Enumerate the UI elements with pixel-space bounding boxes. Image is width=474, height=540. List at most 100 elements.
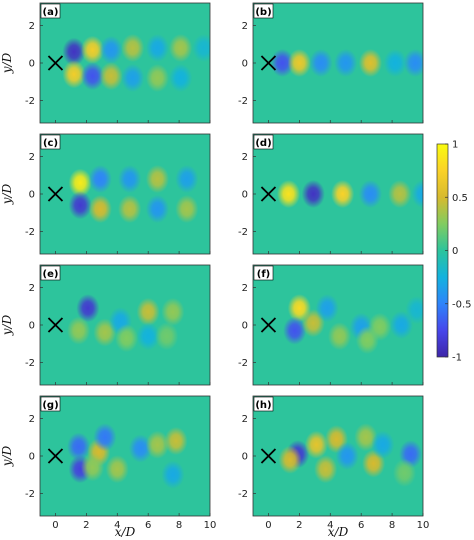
heatmap-blob xyxy=(99,62,123,91)
heatmap-blob xyxy=(88,194,112,224)
heatmap-blob xyxy=(304,430,328,459)
heatmap-blob xyxy=(99,35,123,64)
heatmap-blob xyxy=(327,322,352,351)
x-tick-label: 8 xyxy=(176,520,182,531)
panel-c: (c) -2 0 2 xyxy=(25,133,211,255)
heatmap-blob xyxy=(392,458,417,487)
y-axis-label: y/D xyxy=(0,445,14,467)
panels-group: (a) -2 0 2 (b) -2 0 2 (c) -2 0 2 (d) -2 0 2 (e) -2 0 2 (f) -2… xyxy=(25,2,430,531)
heatmap-blob xyxy=(145,63,170,93)
heatmap-blob xyxy=(121,33,145,63)
x-tick-label: 2 xyxy=(83,520,89,531)
x-tick-label: 0 xyxy=(265,520,271,531)
heatmap-blob xyxy=(175,164,199,194)
x-tick-label: 2 xyxy=(296,520,302,531)
heatmap-blob xyxy=(270,48,294,78)
heatmap-background xyxy=(40,3,210,123)
heatmap-blob xyxy=(403,48,423,78)
panel-label-text: (h) xyxy=(255,400,271,411)
heatmap-blob xyxy=(334,48,358,78)
x-tick-label: 10 xyxy=(417,520,430,531)
y-tick-label: -2 xyxy=(25,227,35,238)
cylinder-marker-icon xyxy=(260,317,277,333)
panel-h: (h) -2 0 2 0 2 4 6 8 10 xyxy=(238,395,430,531)
y-tick-label: 2 xyxy=(242,152,248,163)
panel-label-text: (b) xyxy=(255,7,271,18)
heatmap-blob xyxy=(192,33,210,63)
heatmap-field xyxy=(253,265,423,385)
heatmap-blob xyxy=(80,35,105,64)
cylinder-marker-icon xyxy=(260,55,277,71)
panel-d: (d) -2 0 2 xyxy=(238,133,424,255)
heatmap-blob xyxy=(278,445,302,474)
y-tick-label: 0 xyxy=(29,321,35,332)
heatmap-blob xyxy=(118,164,142,194)
panel-f: (f) -2 0 2 xyxy=(238,264,424,386)
heatmap-blob xyxy=(67,316,91,345)
y-tick-label: -2 xyxy=(238,96,248,107)
panel-label: (h) xyxy=(253,396,274,412)
y-tick-label: 0 xyxy=(29,190,35,201)
cylinder-marker-icon xyxy=(260,448,277,464)
y-tick-label: 0 xyxy=(242,59,248,70)
heatmap-blob xyxy=(145,33,170,63)
colorbar-tick-label: 0 xyxy=(452,246,458,257)
panel-a: (a) -2 0 2 xyxy=(25,2,211,124)
y-tick-label: 0 xyxy=(29,452,35,463)
y-axis-label: y/D xyxy=(0,52,14,74)
heatmap-blob xyxy=(335,441,359,471)
heatmap-blob xyxy=(114,324,139,353)
y-tick-label: 2 xyxy=(242,414,248,425)
y-axis-label: y/D xyxy=(0,314,14,336)
x-axis-label: x/D xyxy=(115,525,136,539)
y-tick-label: -2 xyxy=(238,358,248,369)
y-tick-label: 2 xyxy=(29,414,35,425)
heatmap-blob xyxy=(389,310,413,340)
heatmap-background xyxy=(40,134,210,254)
heatmap-field xyxy=(253,134,423,254)
heatmap-blob xyxy=(118,194,142,224)
heatmap-blob xyxy=(105,455,129,484)
heatmap-blob xyxy=(164,426,188,456)
y-tick-label: -2 xyxy=(25,358,35,369)
heatmap-blob xyxy=(161,297,185,326)
x-tick-label: 8 xyxy=(389,520,395,531)
heatmap-blob xyxy=(331,179,355,209)
heatmap-blob xyxy=(76,294,100,323)
y-tick-label: -2 xyxy=(238,227,248,238)
y-tick-label: 0 xyxy=(242,190,248,201)
y-tick-label: 2 xyxy=(242,21,248,32)
y-tick-label: 2 xyxy=(242,283,248,294)
x-tick-label: 10 xyxy=(204,520,217,531)
heatmap-blob xyxy=(145,194,170,224)
heatmap-blob xyxy=(411,179,423,209)
panel-b: (b) -2 0 2 xyxy=(238,2,424,124)
panel-label: (a) xyxy=(40,3,61,19)
panel-label: (g) xyxy=(40,396,61,412)
heatmap-blob xyxy=(121,63,145,93)
heatmap-blob xyxy=(169,63,193,93)
heatmap-blob xyxy=(80,453,105,482)
heatmap-blob xyxy=(371,430,395,459)
heatmap-blob xyxy=(301,179,325,209)
heatmap-blob xyxy=(62,37,86,66)
colorbar: 1 0.5 0 -0.5 -1 xyxy=(436,140,472,364)
heatmap-blob xyxy=(68,191,92,220)
panel-g: (g) -2 0 2 0 2 4 6 8 10 xyxy=(25,395,217,531)
heatmap-background xyxy=(40,396,210,516)
cylinder-marker-icon xyxy=(260,186,277,202)
panel-label: (e) xyxy=(40,265,61,281)
panel-label: (d) xyxy=(253,134,274,150)
panel-label: (c) xyxy=(40,134,61,150)
panel-label-text: (e) xyxy=(43,269,59,280)
panel-label-text: (c) xyxy=(43,138,58,149)
y-tick-label: 2 xyxy=(29,152,35,163)
colorbar-tick-label: -1 xyxy=(452,353,462,364)
heatmap-field xyxy=(253,396,423,516)
cylinder-marker-icon xyxy=(47,186,64,202)
heatmap-blob xyxy=(155,322,179,351)
y-tick-label: -2 xyxy=(25,96,35,107)
cylinder-marker-icon xyxy=(47,317,64,333)
x-tick-label: 4 xyxy=(327,520,333,531)
